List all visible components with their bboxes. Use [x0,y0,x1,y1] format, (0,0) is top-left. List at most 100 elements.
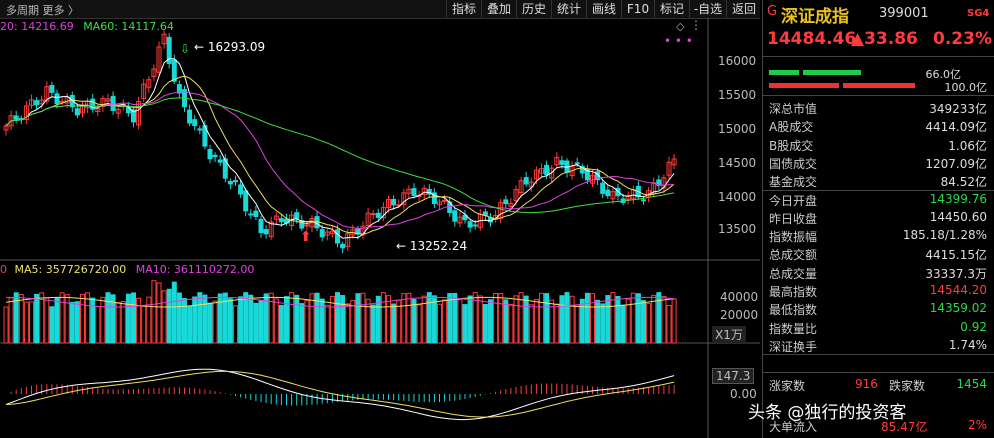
dots-marker: • • • [664,34,693,48]
indicator-axis-zero: 0.00 [730,387,757,401]
indicator-button[interactable]: 指标 [446,0,481,18]
stat-label: 总成交量 [769,266,818,281]
volume-bar [447,293,453,344]
volume-bar [202,294,208,344]
candle-body [115,108,121,114]
volume-bar [284,296,289,344]
volume-bar [462,304,468,344]
ma-lines [5,58,675,239]
stat-value: 14359.02 [929,301,987,316]
volume-bar [574,304,580,344]
chart-toolbar: 多周期 更多 〉 指标 叠加 历史 统计 画线 F10 标记 -自选 返回 [0,0,760,19]
candle-body [161,33,167,45]
ma20-value: 20: 14216.69 [0,20,74,33]
volume-bar [80,293,85,344]
volume-bar [579,298,585,344]
volume-bar [151,280,157,344]
volume-bar [253,302,259,344]
stat-row: 今日开盘 14399.76 [769,192,989,210]
candle-body [95,108,101,112]
candle-body [151,68,157,78]
axis-label-14000: 14000 [718,190,757,204]
volume-bar [421,295,427,344]
axis-label-14500: 14500 [718,156,757,170]
volume-bar [131,292,136,344]
candle-body [69,94,75,108]
candle-body [437,201,442,206]
overlay-button[interactable]: 叠加 [481,0,516,18]
stat-value: 14450.60 [929,209,987,224]
candle-body [533,169,539,180]
stat-label: A股成交 [769,120,814,135]
volume-bar [3,306,9,344]
candle-body [574,162,580,165]
volume-bar [416,304,422,344]
volume-bar [472,292,478,344]
volume-bar [554,303,560,344]
volume-bar [273,298,279,344]
volume-bar [110,294,116,344]
candle-body [222,158,228,179]
f10-button[interactable]: F10 [621,0,654,18]
volume-bar [278,305,284,344]
ma60-line [5,97,675,214]
axis-label-13500: 13500 [718,222,757,236]
volume-bar [243,292,249,344]
volume-bar [69,301,75,344]
volume-bar [171,281,177,344]
candle-body [141,83,147,99]
volume-bar [8,297,14,344]
candle-body [248,213,254,216]
flow-bar-red-2 [843,83,915,88]
volume-bar [488,299,493,344]
stat-value: 14544.20 [929,283,987,297]
candle-body [268,221,274,238]
candle-body [176,84,182,94]
mark-button[interactable]: 标记 [654,0,689,18]
volume-bar [54,297,60,344]
stat-label: 指数量比 [769,321,818,336]
volume-bar [85,292,91,344]
indicator-axis-top: 147.3 [712,368,755,384]
candle-body [253,210,259,217]
stat-row: 深证换手 1.74% [769,338,989,356]
candle-body [263,229,269,235]
down-label: 跌家数 [889,379,926,393]
stat-row: B股成交 1.06亿 [769,137,989,155]
candle-body [243,190,249,212]
candle-body [212,154,218,158]
volume-bar [345,303,351,344]
volume-bar [518,292,524,344]
watermark: 头条 @独行的投资客 [748,403,907,423]
stat-row: 总成交额 4415.15亿 [769,246,989,264]
candle-body [467,221,473,228]
back-button[interactable]: 返回 [726,0,761,18]
candle-body [605,189,611,197]
candle-body [345,233,351,248]
draw-line-button[interactable]: 画线 [586,0,621,18]
stat-label: 最低指数 [769,303,818,318]
volume-value: 0 [0,263,7,276]
statistics-button[interactable]: 统计 [551,0,586,18]
candle-body [442,199,448,202]
vertical-dots-icon[interactable]: ⋮ [690,18,702,32]
candle-body [508,202,514,207]
volume-bar [105,292,111,344]
kline-chart[interactable] [0,18,760,438]
stat-row: 基金成交 84.52亿 [769,173,989,191]
flow-bar-green-2 [803,70,861,75]
volume-bar [386,295,391,344]
candle-body [289,214,295,227]
candle-body [406,188,412,194]
watchlist-button[interactable]: -自选 [689,0,726,18]
volume-bar [146,296,152,344]
history-button[interactable]: 历史 [516,0,551,18]
candle-body [110,95,116,111]
volume-bar [248,294,254,344]
volume-bar [23,301,29,344]
candle-body [329,230,335,235]
index-code: 399001 [879,6,929,21]
stat-row: 指数振幅 185.18/1.28% [769,228,989,246]
sg-badge: SG4 [967,8,990,19]
period-menu[interactable]: 多周期 更多 〉 [6,4,79,17]
